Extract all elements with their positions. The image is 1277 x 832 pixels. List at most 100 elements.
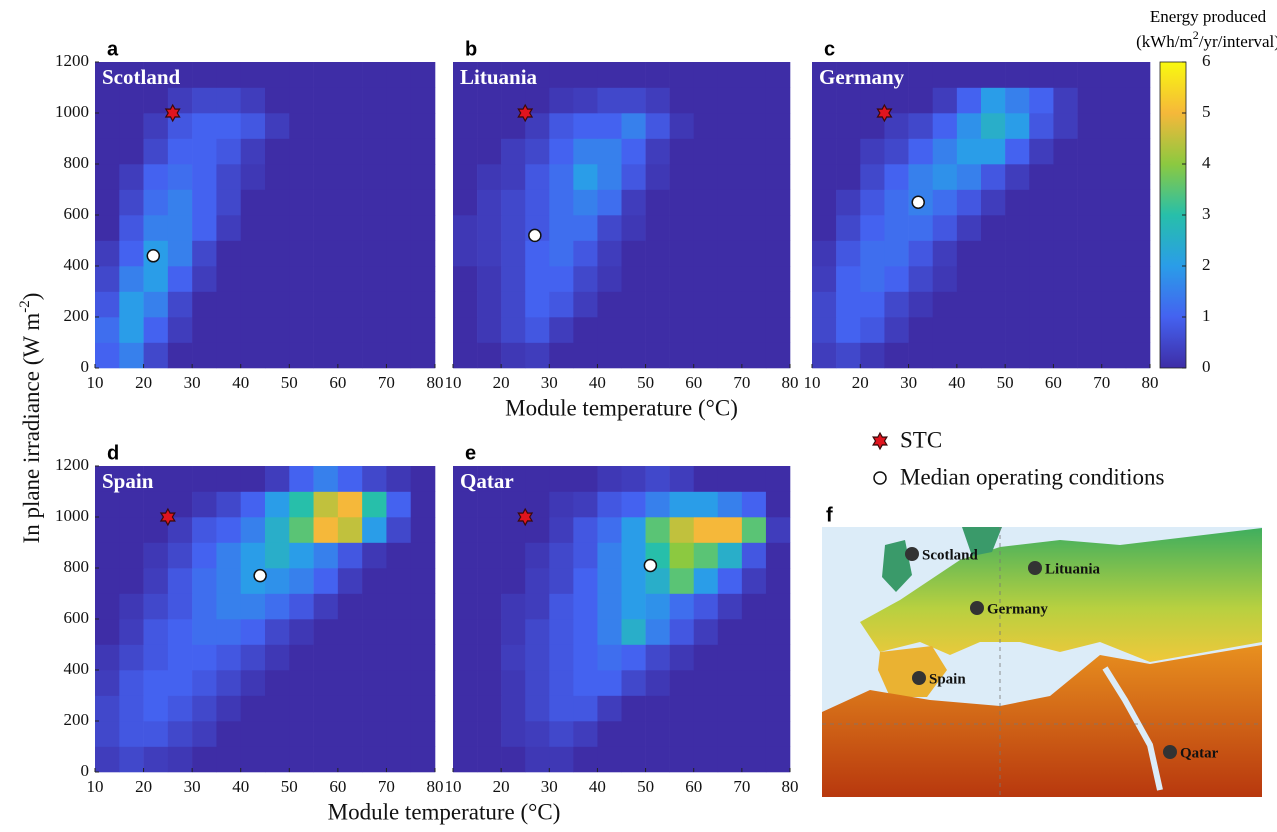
heat-cell [884, 343, 908, 369]
heat-cell [265, 747, 290, 773]
heat-cell [670, 292, 694, 318]
heat-cell [718, 466, 742, 492]
heat-cell [362, 670, 387, 696]
heat-cell [718, 139, 742, 165]
heat-cell [646, 190, 670, 216]
heat-cell [501, 266, 525, 292]
heat-cell [144, 317, 169, 343]
heat-cell [884, 164, 908, 190]
panel-letter: e [465, 442, 476, 464]
heat-cell [386, 62, 411, 88]
heatmap [453, 62, 790, 368]
heat-cell [265, 62, 290, 88]
heat-cell [549, 164, 573, 190]
heat-cell [884, 241, 908, 267]
heat-cell [646, 164, 670, 190]
x-tick-label: 30 [541, 373, 558, 392]
heat-cell [216, 568, 241, 594]
median-marker [912, 196, 924, 208]
heat-cell [1053, 317, 1077, 343]
median-marker [254, 570, 266, 582]
heat-cell [981, 88, 1005, 114]
heat-cell [241, 62, 266, 88]
x-tick-label: 70 [378, 373, 395, 392]
heat-cell [573, 466, 597, 492]
heat-cell [168, 466, 193, 492]
heat-cell [241, 113, 266, 139]
heat-cell [549, 645, 573, 671]
heat-cell [622, 139, 646, 165]
heat-cell [216, 492, 241, 518]
heat-cell [144, 670, 169, 696]
heat-cell [314, 62, 339, 88]
heat-cell [1126, 113, 1150, 139]
x-axis-label: Module temperature (°C) [505, 395, 738, 420]
heat-cell [573, 113, 597, 139]
heat-cell [718, 113, 742, 139]
heat-cell [314, 517, 339, 543]
heat-cell [694, 517, 718, 543]
heat-cell [241, 317, 266, 343]
heat-cell [386, 619, 411, 645]
place-dot [970, 601, 984, 615]
heat-cell [646, 266, 670, 292]
heat-cell [1078, 215, 1102, 241]
heat-cell [670, 721, 694, 747]
heat-cell [95, 343, 120, 369]
heat-cell [812, 190, 836, 216]
heat-cell [718, 696, 742, 722]
heat-cell [981, 190, 1005, 216]
heat-cell [314, 139, 339, 165]
heat-cell [622, 62, 646, 88]
heat-cell [265, 139, 290, 165]
heat-cell [386, 594, 411, 620]
heat-cell [812, 266, 836, 292]
heat-cell [289, 619, 314, 645]
heat-cell [1005, 241, 1029, 267]
heat-cell [525, 645, 549, 671]
heat-cell [1078, 317, 1102, 343]
heat-cell [1102, 343, 1126, 369]
heat-cell [289, 670, 314, 696]
heat-cell [549, 747, 573, 773]
x-tick-label: 60 [1045, 373, 1062, 392]
heat-cell [241, 88, 266, 114]
heat-cell [95, 317, 120, 343]
heat-cell [742, 241, 766, 267]
heat-cell [597, 190, 621, 216]
heat-cell [477, 164, 501, 190]
heat-cell [362, 645, 387, 671]
heat-cell [766, 696, 790, 722]
heat-cell [501, 721, 525, 747]
heat-cell [119, 113, 144, 139]
heat-cell [933, 241, 957, 267]
heat-cell [860, 190, 884, 216]
heat-cell [836, 113, 860, 139]
heat-cell [670, 241, 694, 267]
heat-cell [573, 747, 597, 773]
heat-cell [362, 492, 387, 518]
heat-cell [622, 568, 646, 594]
place-label: Germany [987, 601, 1048, 617]
heat-cell [860, 292, 884, 318]
heat-cell [646, 292, 670, 318]
heat-cell [573, 517, 597, 543]
heat-cell [646, 139, 670, 165]
heat-cell [338, 113, 363, 139]
heat-cell [646, 670, 670, 696]
heat-cell [265, 164, 290, 190]
heat-cell [144, 721, 169, 747]
panel-letter: a [107, 38, 119, 60]
heat-cell [453, 696, 477, 722]
heat-cell [812, 317, 836, 343]
heat-cell [742, 343, 766, 369]
heat-cell [477, 747, 501, 773]
heat-cell [694, 466, 718, 492]
heat-cell [718, 317, 742, 343]
heat-cell [718, 492, 742, 518]
heat-cell [1102, 88, 1126, 114]
heat-cell [144, 747, 169, 773]
heat-cell [981, 317, 1005, 343]
heat-cell [1078, 292, 1102, 318]
heat-cell [933, 113, 957, 139]
